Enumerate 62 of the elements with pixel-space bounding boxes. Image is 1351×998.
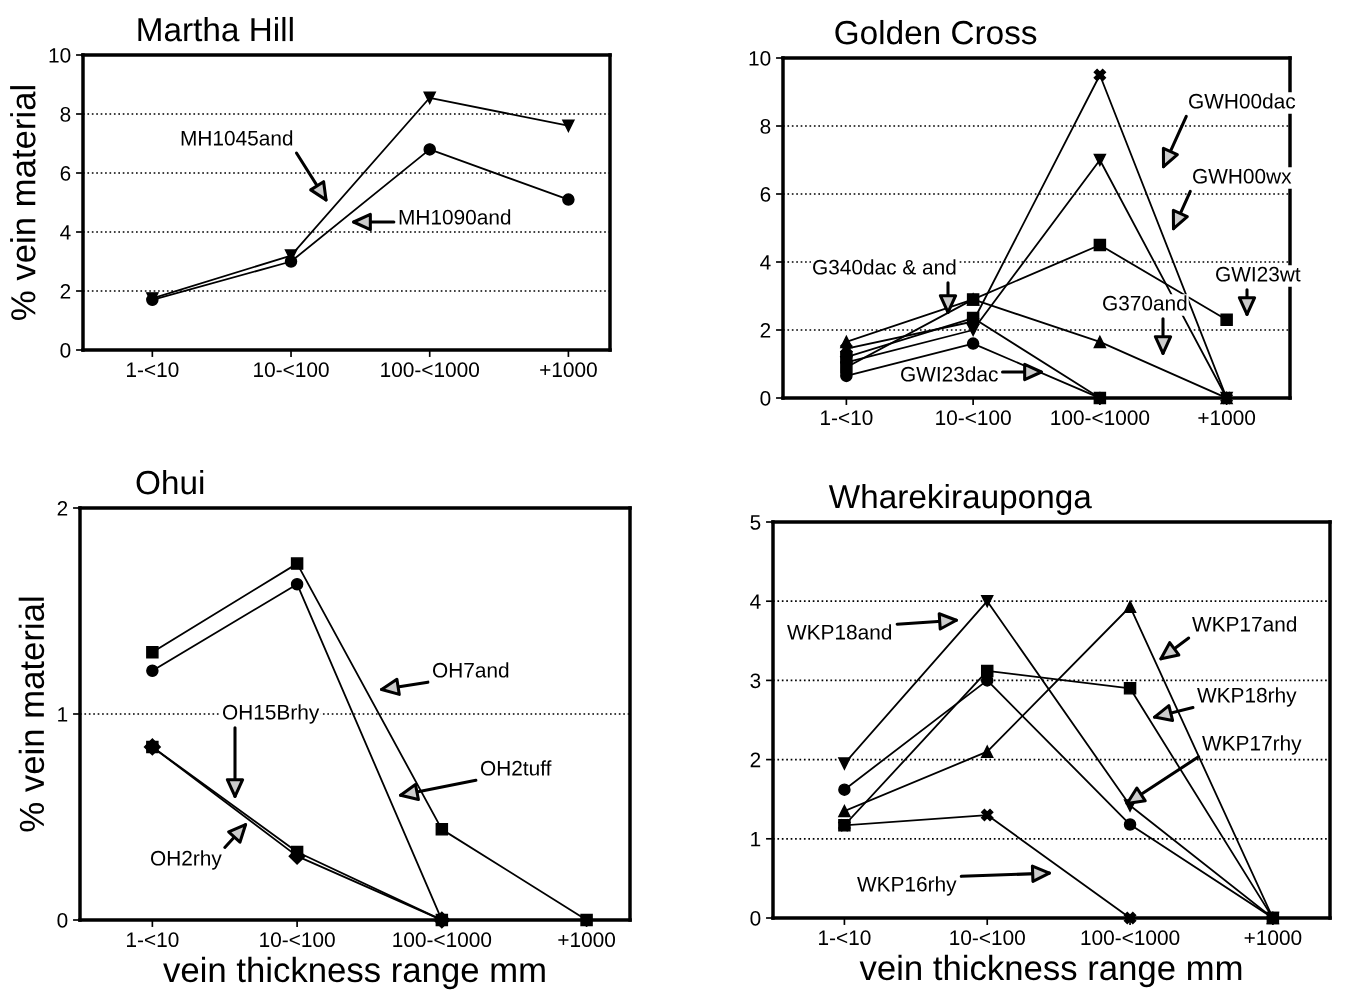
annotation: G370and — [1103, 295, 1187, 311]
x-tick-label: +1000 — [1244, 930, 1302, 946]
annotation: WKP17rhy — [1202, 735, 1302, 755]
chart-title: Ohui — [136, 469, 204, 495]
annotation: WKP18rhy — [1197, 687, 1297, 707]
y-tick-label: 6 — [60, 166, 71, 181]
chart-title: Golden Cross — [835, 19, 1037, 45]
annotation: GWI23dac — [901, 366, 998, 382]
x-tick-label: 1-<10 — [821, 410, 873, 426]
x-tick-label: +1000 — [558, 932, 616, 948]
y-tick-label: 8 — [760, 119, 771, 134]
annotation: WKP18and — [787, 624, 892, 640]
annotation: WKP16rhy — [857, 876, 957, 896]
y-tick-label: 6 — [760, 187, 771, 202]
y-tick-label: 0 — [750, 911, 761, 926]
y-tick-label: 10 — [749, 51, 771, 66]
annotation: G340dac & and — [813, 259, 956, 275]
x-tick-label: 100-<1000 — [381, 362, 479, 378]
annotation: WKP17and — [1192, 616, 1297, 632]
x-tick-label: 1-<10 — [127, 932, 179, 948]
x-axis-title: vein thickness range mm — [859, 954, 1242, 988]
annotation: GWH00dac — [1189, 93, 1296, 109]
y-tick-label: 0 — [60, 343, 71, 358]
y-axis-title: % vein material — [10, 86, 36, 320]
y-tick-label: 2 — [750, 752, 761, 768]
x-tick-label: 100-<1000 — [1051, 410, 1150, 426]
x-tick-label: 100-<1000 — [1081, 930, 1180, 946]
annotation: OH2rhy — [150, 850, 222, 870]
y-tick-label: 0 — [57, 913, 68, 928]
y-tick-label: 1 — [751, 832, 761, 847]
y-tick-label: 10 — [49, 48, 71, 63]
annotation: GWI23wt — [1216, 266, 1301, 282]
x-tick-label: +1000 — [540, 362, 597, 378]
x-tick-label: 1-<10 — [127, 362, 179, 378]
chart-title: Martha Hill — [138, 16, 293, 42]
y-tick-label: 3 — [750, 673, 761, 689]
annotation: GWH00wx — [1193, 168, 1292, 184]
annotation: MH1045and — [181, 130, 293, 146]
y-axis-title: % vein material — [18, 597, 45, 832]
y-tick-label: 4 — [60, 225, 71, 240]
annotation: OH7and — [432, 662, 509, 678]
y-tick-label: 1 — [58, 707, 68, 722]
y-tick-label: 2 — [760, 323, 771, 338]
x-tick-label: 10-<100 — [254, 362, 329, 378]
x-tick-label: 10-<100 — [260, 932, 335, 948]
x-axis-title: vein thickness range mm — [163, 956, 545, 990]
y-tick-label: 2 — [60, 284, 71, 299]
y-tick-label: 8 — [60, 107, 71, 122]
y-tick-label: 4 — [750, 594, 761, 609]
annotation: OH15Brhy — [222, 704, 320, 724]
y-tick-label: 0 — [760, 391, 771, 406]
annotation: MH1090and — [399, 209, 511, 225]
x-tick-label: 1-<10 — [819, 930, 871, 946]
annotation: OH2tuff — [480, 760, 552, 776]
chart-title: Wharekirauponga — [828, 483, 1092, 516]
x-tick-label: 10-<100 — [936, 410, 1011, 426]
x-tick-label: +1000 — [1198, 410, 1256, 426]
y-tick-label: 5 — [750, 515, 761, 530]
y-tick-label: 2 — [57, 501, 68, 516]
y-tick-label: 4 — [760, 255, 771, 270]
x-tick-label: 100-<1000 — [393, 932, 492, 948]
x-tick-label: 10-<100 — [950, 930, 1025, 946]
